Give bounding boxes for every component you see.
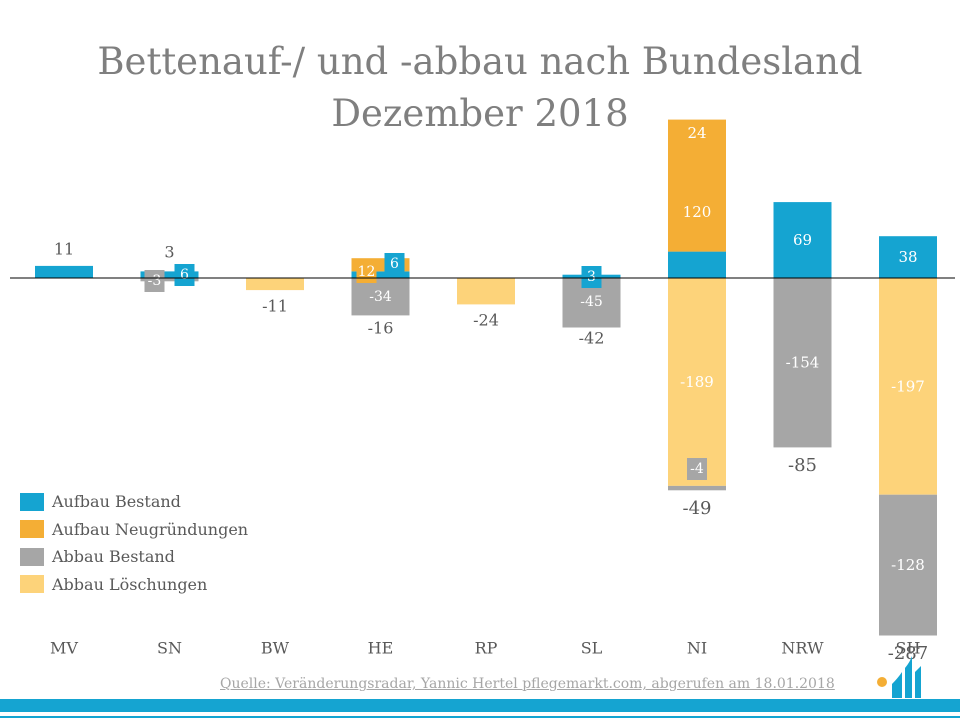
legend-swatch — [20, 547, 44, 566]
data-label: -197 — [891, 377, 925, 395]
total-label: -11 — [262, 297, 288, 316]
bar-segment — [773, 278, 832, 448]
legend-item-aufbau-bestand: Aufbau Bestand — [20, 488, 248, 516]
footer-bar — [0, 699, 960, 712]
category-label: RP — [475, 639, 498, 658]
chart-title: Bettenauf-/ und -abbau nach Bundesland D… — [0, 36, 960, 140]
source-link[interactable]: Quelle: Veränderungsradar, Yannic Hertel… — [220, 676, 835, 692]
legend-label: Abbau Löschungen — [52, 574, 208, 594]
data-label: 12 — [358, 264, 376, 280]
category-label: SL — [581, 639, 603, 658]
total-label: -16 — [368, 319, 394, 338]
data-label: 120 — [683, 203, 712, 221]
data-label-bg — [174, 264, 195, 286]
total-label: -287 — [888, 643, 928, 664]
bar-segment — [879, 278, 937, 495]
data-label: 69 — [793, 231, 812, 249]
bar-segment — [879, 494, 937, 636]
data-label: 24 — [687, 124, 706, 142]
data-label: 6 — [180, 267, 189, 283]
legend-item-abbau-bestand: Abbau Bestand — [20, 543, 248, 571]
total-label: -49 — [683, 498, 712, 519]
data-label: 3 — [587, 269, 596, 285]
category-label: NI — [687, 639, 707, 658]
data-label: 38 — [898, 248, 917, 266]
data-label: -34 — [369, 289, 392, 305]
legend-item-abbau-loeschungen: Abbau Löschungen — [20, 571, 248, 599]
data-label: -4 — [690, 461, 704, 477]
chart-subtitle: Dezember 2018 — [331, 92, 629, 135]
bar-segment — [668, 119, 726, 252]
category-label: MV — [50, 639, 78, 658]
data-label: -45 — [580, 294, 603, 310]
legend-label: Aufbau Neugründungen — [52, 519, 249, 539]
legend-swatch — [20, 492, 44, 511]
data-label-bg — [144, 270, 165, 292]
total-label: -42 — [579, 329, 605, 348]
legend-label: Abbau Bestand — [52, 547, 175, 567]
category-label: SH — [896, 639, 921, 658]
bar-segment — [140, 271, 199, 278]
legend: Aufbau Bestand Aufbau Neugründungen Abba… — [20, 488, 248, 598]
category-label: NRW — [781, 639, 824, 658]
data-label: -154 — [786, 354, 820, 372]
category-label: SN — [157, 639, 182, 658]
data-label: -3 — [148, 273, 162, 289]
category-label: BW — [261, 639, 290, 658]
data-label: 6 — [390, 256, 399, 272]
legend-swatch — [20, 520, 44, 539]
total-label: 3 — [164, 243, 174, 262]
bar-segment — [668, 485, 726, 491]
bar-segment — [668, 278, 726, 486]
bar-segment — [351, 271, 410, 278]
data-label: -189 — [680, 373, 714, 391]
footer-line — [0, 716, 960, 718]
bar-segment — [35, 265, 93, 278]
legend-swatch — [20, 575, 44, 594]
bar-segment — [351, 278, 410, 316]
total-label: -85 — [788, 455, 817, 476]
bar-segment — [457, 278, 515, 305]
legend-label: Aufbau Bestand — [52, 492, 181, 512]
data-label-bg — [687, 458, 707, 480]
category-label: HE — [368, 639, 394, 658]
bar-segment — [246, 278, 304, 291]
bar-segment — [140, 278, 199, 282]
bar-segment — [773, 202, 832, 278]
total-label: -24 — [473, 311, 499, 330]
chart-title-main: Bettenauf-/ und -abbau nach Bundesland — [97, 40, 863, 83]
data-label: -128 — [891, 556, 925, 574]
total-label: 11 — [54, 239, 74, 258]
data-label-bg — [581, 266, 602, 288]
bar-segment — [668, 251, 726, 278]
legend-item-aufbau-neugruendungen: Aufbau Neugründungen — [20, 516, 248, 544]
pflegemarkt-logo-icon — [877, 656, 921, 698]
data-label-bg — [384, 253, 405, 275]
bar-segment — [879, 236, 937, 278]
